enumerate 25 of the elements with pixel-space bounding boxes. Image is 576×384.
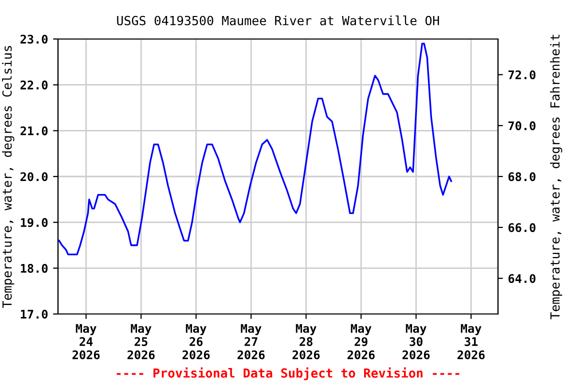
x-tick-label: May 24 2026 [72,324,100,360]
x-tick-label: May 27 2026 [238,324,265,360]
line-series [58,42,452,256]
x-tick-label: May 28 2026 [292,324,320,360]
y2-tick-label: 70.0 [508,121,536,130]
x-tick-label: May 31 2026 [458,324,485,360]
y-tick-label: 17.0 [20,310,48,319]
y-tick-label: 19.0 [20,218,48,228]
text: ---- Provisional Data Subject to Revision ---- [116,367,460,380]
x-tick-label: May 29 2026 [348,324,375,360]
y-tick-label: 21.0 [20,126,48,136]
y-tick-label: 18.0 [20,264,48,273]
y2-axis-title: Temperature, water, degrees Fahrenheit [550,34,562,320]
y-axis-title: Temperature, water, degrees Celsius [2,46,14,308]
y-tick-label: 23.0 [20,34,48,44]
y2-tick-label: 64.0 [508,274,536,284]
y-tick-label: 22.0 [20,80,48,90]
chart-title: USGS 04193500 Maumee River at Waterville OH [117,16,439,26]
y-tick-label: 20.0 [20,172,48,182]
y2-tick-label: 66.0 [508,223,536,232]
x-tick-label: May 26 2026 [182,324,210,360]
y2-tick-label: 72.0 [508,70,536,80]
x-tick-label: May 25 2026 [128,324,155,360]
y2-tick-label: 68.0 [508,172,536,182]
x-tick-label: May 30 2026 [402,324,430,360]
